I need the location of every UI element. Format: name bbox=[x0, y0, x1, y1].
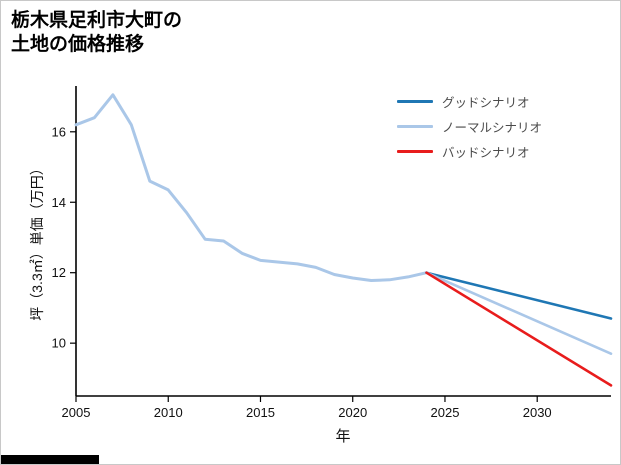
legend-label-normal-scenario: ノーマルシナリオ bbox=[442, 121, 543, 135]
x-tick-label: 2025 bbox=[431, 405, 460, 420]
legend-line-bad-scenario bbox=[397, 150, 433, 153]
legend-item-good-scenario: グッドシナリオ bbox=[397, 93, 542, 110]
x-tick-label: 2015 bbox=[246, 405, 275, 420]
legend-line-normal-scenario bbox=[397, 125, 433, 128]
series-line-bad-scenario bbox=[425, 271, 613, 387]
legend-item-bad-scenario: バッドシナリオ bbox=[397, 143, 542, 160]
x-tick-label: 2010 bbox=[154, 405, 183, 420]
x-tick-label: 2030 bbox=[523, 405, 552, 420]
footer-bar-fragment bbox=[1, 455, 99, 464]
chart-title-line2: 土地の価格推移 bbox=[11, 34, 145, 55]
x-axis-label: 年 bbox=[335, 428, 351, 445]
legend-label-good-scenario: グッドシナリオ bbox=[442, 96, 530, 110]
y-tick-label: 12 bbox=[52, 265, 66, 280]
x-tick-label: 2005 bbox=[62, 405, 91, 420]
series-line-historical bbox=[74, 93, 428, 282]
y-tick-label: 10 bbox=[52, 336, 66, 351]
legend: グッドシナリオ ノーマルシナリオ バッドシナリオ bbox=[397, 93, 542, 168]
series-line-normal-scenario bbox=[425, 271, 613, 356]
x-tick-label: 2020 bbox=[338, 405, 367, 420]
y-tick-label: 14 bbox=[52, 195, 66, 210]
chart-title: 栃木県足利市大町の 土地の価格推移 bbox=[11, 9, 182, 57]
y-axis-label: 坪（3.3㎡）単価（万円） bbox=[29, 161, 45, 321]
legend-line-good-scenario bbox=[397, 100, 433, 103]
legend-label-bad-scenario: バッドシナリオ bbox=[442, 146, 530, 160]
legend-item-normal-scenario: ノーマルシナリオ bbox=[397, 118, 542, 135]
series-line-good-scenario bbox=[425, 271, 613, 320]
chart-title-line1: 栃木県足利市大町の bbox=[11, 10, 183, 31]
y-tick-label: 16 bbox=[52, 124, 66, 139]
